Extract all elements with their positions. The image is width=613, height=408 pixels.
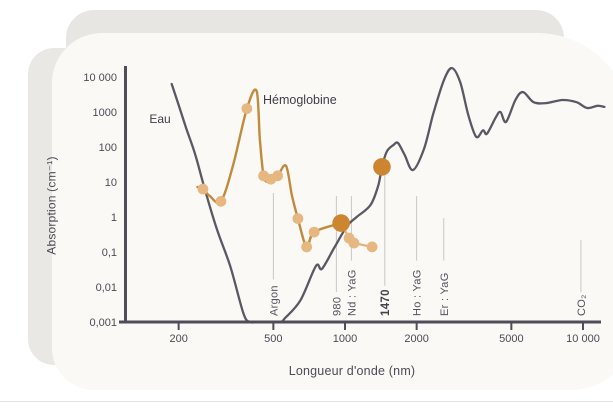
highlight-dot bbox=[373, 158, 391, 176]
y-tick-label: 1 bbox=[111, 212, 117, 224]
hemoglobin-marker bbox=[241, 103, 253, 115]
hemoglobin-marker bbox=[215, 195, 227, 207]
annotation-label-er-yag: Er : YaG bbox=[439, 272, 451, 316]
annotation-label-nd-yag: Nd : YaG bbox=[346, 269, 358, 316]
annotation-label-argon: Argon bbox=[268, 285, 280, 316]
x-tick-label: 1000 bbox=[333, 333, 357, 345]
hemoglobin-curve-label: Hémoglobine bbox=[263, 93, 337, 107]
annotation-label-980: 980 bbox=[331, 297, 343, 316]
annotation-label-1470: 1470 bbox=[380, 289, 392, 316]
highlight-dot bbox=[332, 214, 350, 232]
y-tick-label: 0,01 bbox=[96, 282, 117, 294]
y-axis-title: Absorption (cm⁻¹) bbox=[44, 156, 59, 255]
x-tick-label: 200 bbox=[169, 333, 187, 345]
annotation-label-co: CO₂ bbox=[576, 294, 588, 316]
hemoglobin-marker bbox=[272, 170, 284, 182]
hemoglobin-marker bbox=[301, 241, 313, 253]
hemoglobin-marker bbox=[366, 241, 378, 253]
hemoglobin-marker bbox=[308, 226, 320, 238]
x-axis-title: Longueur d'onde (nm) bbox=[288, 364, 416, 378]
y-tick-label: 0,001 bbox=[89, 317, 117, 329]
x-tick-label: 500 bbox=[264, 333, 282, 345]
hemoglobin-marker bbox=[292, 213, 304, 225]
y-tick-label: 10 000 bbox=[83, 72, 117, 84]
hemoglobin-marker bbox=[348, 237, 360, 249]
x-tick-label: 2000 bbox=[404, 333, 428, 345]
x-tick-label: 5000 bbox=[499, 333, 523, 345]
x-tick-label: 10 000 bbox=[566, 333, 600, 345]
hemoglobin-marker bbox=[197, 183, 209, 195]
y-tick-label: 10 bbox=[105, 177, 117, 189]
bottom-divider-line bbox=[0, 401, 613, 402]
annotation-label-ho-yag: Ho : YaG bbox=[412, 269, 424, 316]
water-curve bbox=[170, 66, 606, 324]
hemoglobin-curve bbox=[196, 88, 343, 249]
y-tick-label: 1000 bbox=[93, 107, 117, 119]
water-curve-label: Eau bbox=[149, 112, 170, 126]
y-tick-label: 0,1 bbox=[102, 247, 117, 259]
y-tick-label: 100 bbox=[99, 142, 117, 154]
